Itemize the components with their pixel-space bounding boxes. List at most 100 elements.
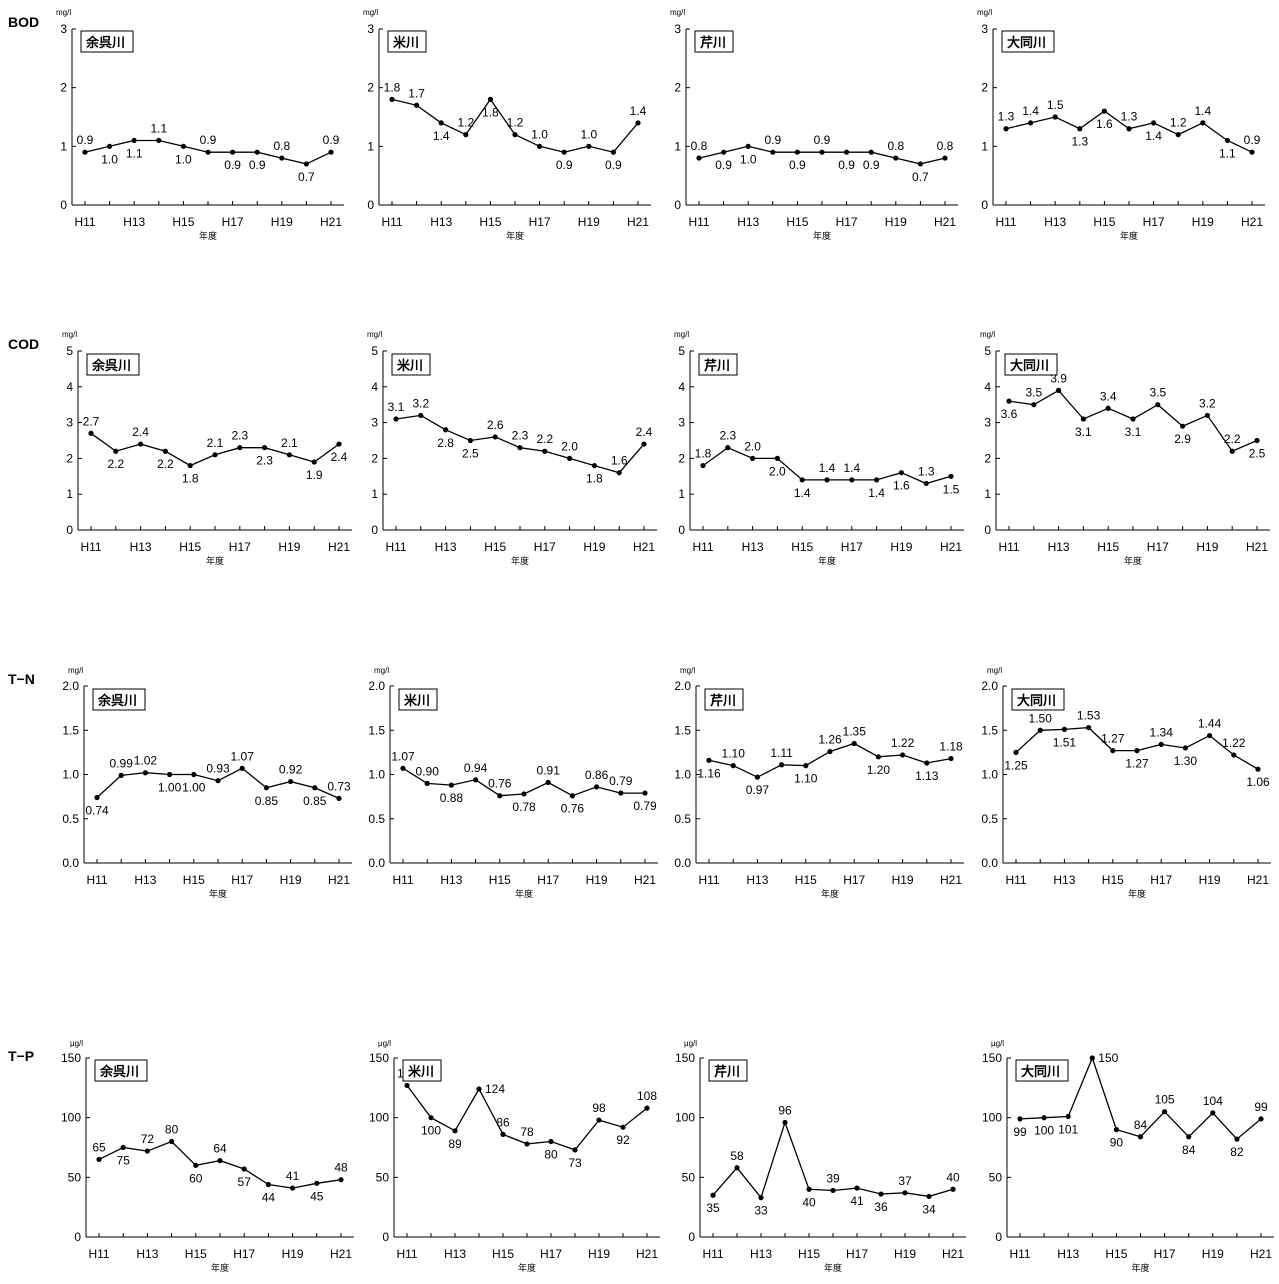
panel-3-1-ytick-label-3: 150 <box>369 1051 389 1065</box>
panel-1-2-unit: mg/l <box>674 330 689 339</box>
panel-2-2-ytick-label-3: 1.5 <box>674 723 691 737</box>
panel-2-0-data-label-4: 1.00 <box>182 781 206 795</box>
panel-2-2-xtick-label-6: H17 <box>843 873 865 887</box>
panel-0-0-title: 余呉川 <box>85 35 125 50</box>
panel-2-1-point-5 <box>521 791 527 797</box>
panel-1-3-xtick-label-6: H17 <box>1147 540 1169 554</box>
panel-3-3-point-0 <box>1017 1116 1023 1122</box>
panel-3-1-unit: μg/l <box>378 1039 391 1048</box>
panel-1-0-ytick-label-1: 1 <box>66 487 73 501</box>
panel-3-3-ytick-label-0: 0 <box>995 1230 1002 1244</box>
panel-3-1-data-label-10: 108 <box>637 1089 657 1103</box>
panel-0-2-ytick-label-3: 3 <box>674 22 681 36</box>
panel-1-2-data-label-0: 1.8 <box>695 447 712 461</box>
panel-1-0-point-4 <box>187 462 193 469</box>
panel-3-3-point-5 <box>1137 1134 1144 1140</box>
panel-1-3-point-8 <box>1204 412 1210 419</box>
panel-1-2-point-8 <box>898 470 905 476</box>
panel-2-3-ytick-label-1: 0.5 <box>981 812 998 826</box>
panel-2-3-data-label-1: 1.50 <box>1029 711 1053 725</box>
panel-1-0-point-1 <box>113 448 119 454</box>
panel-2-0-point-10 <box>336 795 342 801</box>
panel-3-0-xtick-label-8: H19 <box>282 1247 304 1261</box>
panel-1-1-xlabel: 年度 <box>511 555 529 566</box>
panel-1-2-title-box <box>698 353 738 376</box>
panel-2-1-data-label-5: 0.78 <box>512 800 536 814</box>
panel-0-2-data-label-6: 0.9 <box>838 158 855 172</box>
panel-3-0-xtick-label-10: H21 <box>330 1247 352 1261</box>
panel-1-1-ytick-label-4: 4 <box>371 380 378 394</box>
panel-1-1-xtick-label-2: H13 <box>435 540 457 554</box>
panel-1-3-point-2 <box>1056 387 1062 393</box>
panel-0-0-data-label-7: 0.9 <box>249 158 266 172</box>
panel-1-0-xtick-label-2: H13 <box>130 540 152 554</box>
panel-2-3-title: 大同川 <box>1017 693 1056 708</box>
panel-1-1-data-label-8: 1.8 <box>586 472 603 486</box>
panel-0-1-point-5 <box>512 132 518 138</box>
panel-3-1-data-label-6: 80 <box>544 1148 558 1162</box>
panel-1-0-point-8 <box>286 452 292 458</box>
panel-2-3-xlabel: 年度 <box>1128 888 1146 899</box>
panel-3-2-point-9 <box>926 1193 932 1200</box>
panel-2-2-title-box <box>704 688 744 711</box>
panel-0-2-point-6 <box>844 149 850 155</box>
panel-0-2-data-label-2: 1.0 <box>740 152 757 166</box>
panel-0-3-ytick-label-3: 3 <box>981 22 988 36</box>
panel-3-3-point-4 <box>1113 1127 1119 1133</box>
panel-2-1-data-label-0: 1.07 <box>391 749 415 763</box>
panel-0-3-data-label-4: 1.6 <box>1096 117 1113 131</box>
row-label-0: BOD <box>8 14 39 30</box>
panel-0-3-data-label-7: 1.2 <box>1170 116 1187 130</box>
panel-1-0-xlabel: 年度 <box>206 555 224 566</box>
panel-3-1-series-line <box>406 1085 648 1151</box>
panel-3-2-data-label-0: 35 <box>706 1201 720 1215</box>
panel-3-1-data-label-7: 73 <box>568 1156 582 1170</box>
panel-2-1-ytick-label-2: 1.0 <box>368 768 385 782</box>
panel-3-2-ytick-label-2: 100 <box>675 1111 695 1125</box>
panel-3-0-data-label-6: 57 <box>238 1175 252 1189</box>
panel-2-1-title: 米川 <box>404 693 430 708</box>
panel-2-1-title-box <box>398 688 438 711</box>
panel-3-2-xtick-label-0: H11 <box>702 1247 723 1261</box>
panel-2-0-point-0 <box>94 794 100 801</box>
panel-0-1-data-label-8: 1.0 <box>580 127 597 141</box>
panel-0-0-ytick-label-0: 0 <box>60 198 67 212</box>
panel-2-1-data-label-3: 0.94 <box>464 761 488 775</box>
panel-2-3-point-9 <box>1231 752 1237 758</box>
panel-3-3-point-6 <box>1162 1109 1168 1115</box>
panel-2-0-xtick-label-6: H17 <box>231 873 253 887</box>
panel-3-3-point-2 <box>1065 1113 1071 1120</box>
panel-2-1-point-6 <box>545 779 551 786</box>
panel-3-0-data-label-8: 41 <box>286 1169 300 1183</box>
panel-0-2-point-9 <box>917 161 924 167</box>
panel-2-0-xtick-label-2: H13 <box>134 873 156 887</box>
panel-3-1-xlabel: 年度 <box>518 1262 536 1273</box>
panel-3-1-point-2 <box>452 1128 458 1134</box>
panel-3-0-data-label-4: 60 <box>189 1171 203 1185</box>
panel-3-2-point-4 <box>806 1186 812 1192</box>
panel-3-1-point-9 <box>620 1124 626 1130</box>
panel-2-3-data-label-2: 1.51 <box>1053 735 1077 749</box>
panel-3-2-data-label-9: 34 <box>922 1202 936 1216</box>
panel-2-2-xtick-label-10: H21 <box>940 873 962 887</box>
panel-3-1-xtick-label-4: H15 <box>492 1247 514 1261</box>
panel-1-0-point-6 <box>237 445 243 451</box>
panel-0-0-data-label-10: 0.9 <box>323 133 340 147</box>
panel-3-3-xtick-label-0: H11 <box>1009 1247 1030 1261</box>
panel-2-1-xtick-label-10: H21 <box>634 873 656 887</box>
panel-1-0-data-label-1: 2.2 <box>107 457 124 471</box>
panel-2-0-ytick-label-2: 1.0 <box>62 768 79 782</box>
panel-3-2-title: 芹川 <box>714 1064 740 1079</box>
panel-1-1-xtick-label-4: H15 <box>484 540 506 554</box>
panel-2-0-point-7 <box>263 785 269 791</box>
panel-3-2-xtick-label-10: H21 <box>942 1247 964 1261</box>
panel-1-3-xtick-label-8: H19 <box>1196 540 1218 554</box>
panel-2-2-point-8 <box>900 752 906 758</box>
panel-3-1-title-box <box>402 1059 442 1082</box>
panel-1-3-data-label-6: 3.5 <box>1149 386 1166 400</box>
panel-2-0-data-label-6: 1.07 <box>231 749 255 763</box>
panel-2-1-xtick-label-4: H15 <box>489 873 511 887</box>
panel-0-2-point-2 <box>745 143 751 149</box>
panel-2-2-data-label-5: 1.26 <box>818 732 842 746</box>
panel-1-0-ytick-label-5: 5 <box>66 344 73 358</box>
